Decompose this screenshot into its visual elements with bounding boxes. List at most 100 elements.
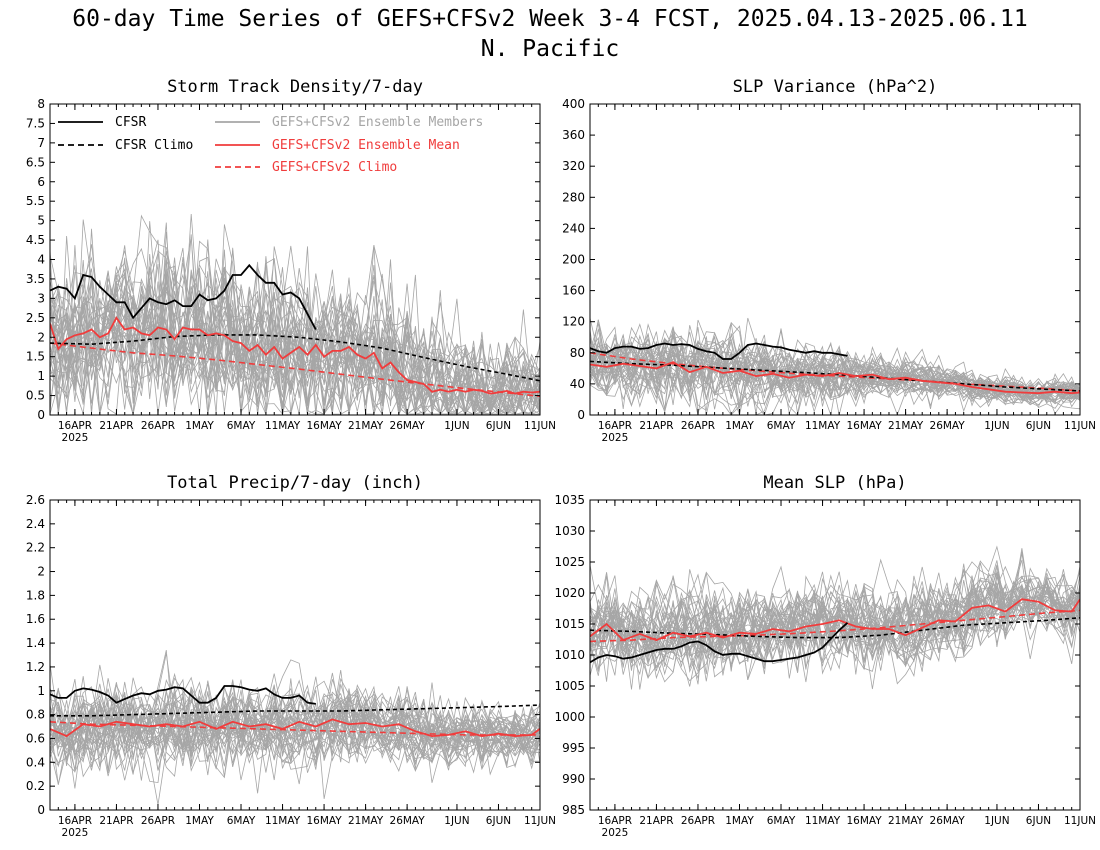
series-cfsr-climo — [590, 360, 1080, 392]
y-tick-label: 0 — [37, 408, 45, 422]
x-tick-label: 21APR — [639, 815, 673, 827]
series-gefs-cfsv2-ensemble-mean — [50, 718, 540, 738]
ensemble-member-line — [50, 679, 540, 763]
x-tick-label: 26MAY — [390, 420, 426, 432]
ensemble-member-line — [50, 214, 540, 402]
ensemble-member-line — [590, 323, 1080, 402]
y-tick-label: 1005 — [554, 679, 585, 693]
series-gefs-cfsv2-climo — [50, 721, 540, 736]
y-tick-label: 160 — [562, 284, 585, 298]
x-tick-label: 21MAY — [888, 815, 924, 827]
y-tick-label: 990 — [562, 772, 585, 786]
y-tick-label: 1.5 — [26, 350, 45, 364]
y-tick-label: 1015 — [554, 617, 585, 631]
y-tick-label: 1030 — [554, 524, 585, 538]
ensemble-member-line — [590, 358, 1080, 415]
ensemble-member-line — [50, 683, 540, 785]
plot-frame — [49, 499, 541, 811]
y-axis: 0 0.2 0.4 0.6 0.8 1 1.2 1.4 1.6 1.8 2 2.2 2.4 2.6 — [26, 493, 540, 817]
y-tick-label: 40 — [570, 377, 585, 391]
panel-1: Storm Track Density/7-day 0 0.5 1 1.5 2 2.5 3 3.… — [26, 77, 556, 444]
x-tick-label: 11MAY — [805, 420, 841, 432]
series-gefs-cfsv2-climo — [590, 352, 1080, 392]
x-tick-label: 1MAY — [725, 420, 754, 432]
x-axis: 16APR 21APR 26APR 1MAY 6MAY 11MAY 16MAY 21MAY 26… — [49, 500, 556, 839]
x-tick-label: 11JUN — [1064, 420, 1096, 432]
ensemble-member-line — [50, 249, 540, 415]
panel-4: Mean SLP (hPa) 985 990 995 1000 1005 1010 1015 1… — [554, 473, 1096, 839]
y-tick-label: 2.2 — [26, 541, 45, 555]
x-tick-label: 6MAY — [767, 815, 796, 827]
series-cfsr-climo — [50, 704, 540, 717]
y-tick-label: 0.8 — [26, 708, 45, 722]
series-cfsr — [590, 342, 848, 360]
panel-title: Mean SLP (hPa) — [763, 473, 906, 493]
x-tick-label: 11JUN — [1064, 815, 1096, 827]
y-tick-label: 0 — [577, 408, 585, 422]
y-tick-label: 3 — [37, 291, 45, 305]
x-tick-label: 16MAY — [846, 815, 882, 827]
series-gefs-cfsv2-ensemble-mean — [590, 598, 1080, 642]
y-tick-label: 8 — [37, 97, 45, 111]
x-tick-label: 1MAY — [725, 815, 754, 827]
ensemble-member-line — [590, 576, 1080, 687]
ensemble-member-line — [50, 691, 540, 799]
y-tick-label: 2.5 — [26, 311, 45, 325]
y-tick-label: 2 — [37, 565, 45, 579]
x-tick-label: 16MAY — [306, 815, 342, 827]
y-tick-label: 2.6 — [26, 493, 45, 507]
x-tick-label: 1JUN — [984, 420, 1009, 432]
x-tick-label: 26MAY — [930, 420, 966, 432]
x-tick-label: 6MAY — [767, 420, 796, 432]
panel-title: Storm Track Density/7-day — [167, 77, 423, 97]
x-tick-label: 16MAY — [306, 420, 342, 432]
panel-title: SLP Variance (hPa^2) — [733, 77, 938, 97]
ensemble-member-line — [50, 245, 540, 415]
panel-title: Total Precip/7-day (inch) — [167, 473, 423, 493]
y-tick-label: 1 — [37, 684, 45, 698]
y-tick-label: 0.5 — [26, 389, 45, 403]
x-year-label: 2025 — [62, 432, 89, 444]
legend: CFSR CFSR Climo GEFS+CFSv2 Ensemble Member… — [58, 115, 483, 175]
series-cfsr — [590, 622, 849, 664]
x-tick-label: 21MAY — [348, 815, 384, 827]
series-gefs-cfsv2-climo — [50, 342, 540, 398]
x-tick-label: 1JUN — [444, 420, 469, 432]
x-tick-label: 26APR — [141, 420, 175, 432]
ensemble-member-line — [590, 580, 1080, 683]
y-axis: 0 40 80 120 160 200 240 280 320 360 400 — [562, 97, 1080, 422]
y-tick-label: 6 — [37, 175, 45, 189]
y-tick-label: 0.6 — [26, 731, 45, 745]
y-tick-label: 120 — [562, 315, 585, 329]
x-tick-label: 21APR — [99, 815, 133, 827]
series-cfsr — [50, 685, 316, 705]
series-gefs-cfsv2-climo — [590, 609, 1080, 643]
y-tick-label: 280 — [562, 190, 585, 204]
y-tick-label: 1.4 — [26, 636, 45, 650]
x-tick-label: 16APR — [58, 420, 92, 432]
ensemble-members — [50, 213, 540, 415]
y-tick-label: 1 — [37, 369, 45, 383]
y-tick-label: 7.5 — [26, 116, 45, 130]
x-axis: 16APR 21APR 26APR 1MAY 6MAY 11MAY 16MAY 21MAY 26… — [589, 500, 1096, 839]
ensemble-member-line — [590, 346, 1080, 400]
y-tick-label: 1000 — [554, 710, 585, 724]
ensemble-member-line — [590, 558, 1080, 673]
y-tick-label: 0.4 — [26, 755, 45, 769]
x-tick-label: 16APR — [58, 815, 92, 827]
y-tick-label: 0 — [37, 803, 45, 817]
series-gefs-cfsv2-ensemble-mean — [50, 316, 540, 395]
x-tick-label: 21APR — [99, 420, 133, 432]
x-tick-label: 6MAY — [227, 815, 256, 827]
legend-ens-mean-label: GEFS+CFSv2 Ensemble Mean — [272, 138, 460, 153]
y-tick-label: 6.5 — [26, 155, 45, 169]
x-axis: 16APR 21APR 26APR 1MAY 6MAY 11MAY 16MAY 21MAY 26… — [49, 104, 556, 444]
x-tick-label: 11JUN — [524, 815, 556, 827]
ensemble-member-line — [50, 259, 540, 415]
y-tick-label: 1.8 — [26, 588, 45, 602]
ensemble-member-line — [50, 681, 540, 767]
x-tick-label: 26MAY — [930, 815, 966, 827]
y-tick-label: 995 — [562, 741, 585, 755]
x-tick-label: 6JUN — [486, 815, 511, 827]
